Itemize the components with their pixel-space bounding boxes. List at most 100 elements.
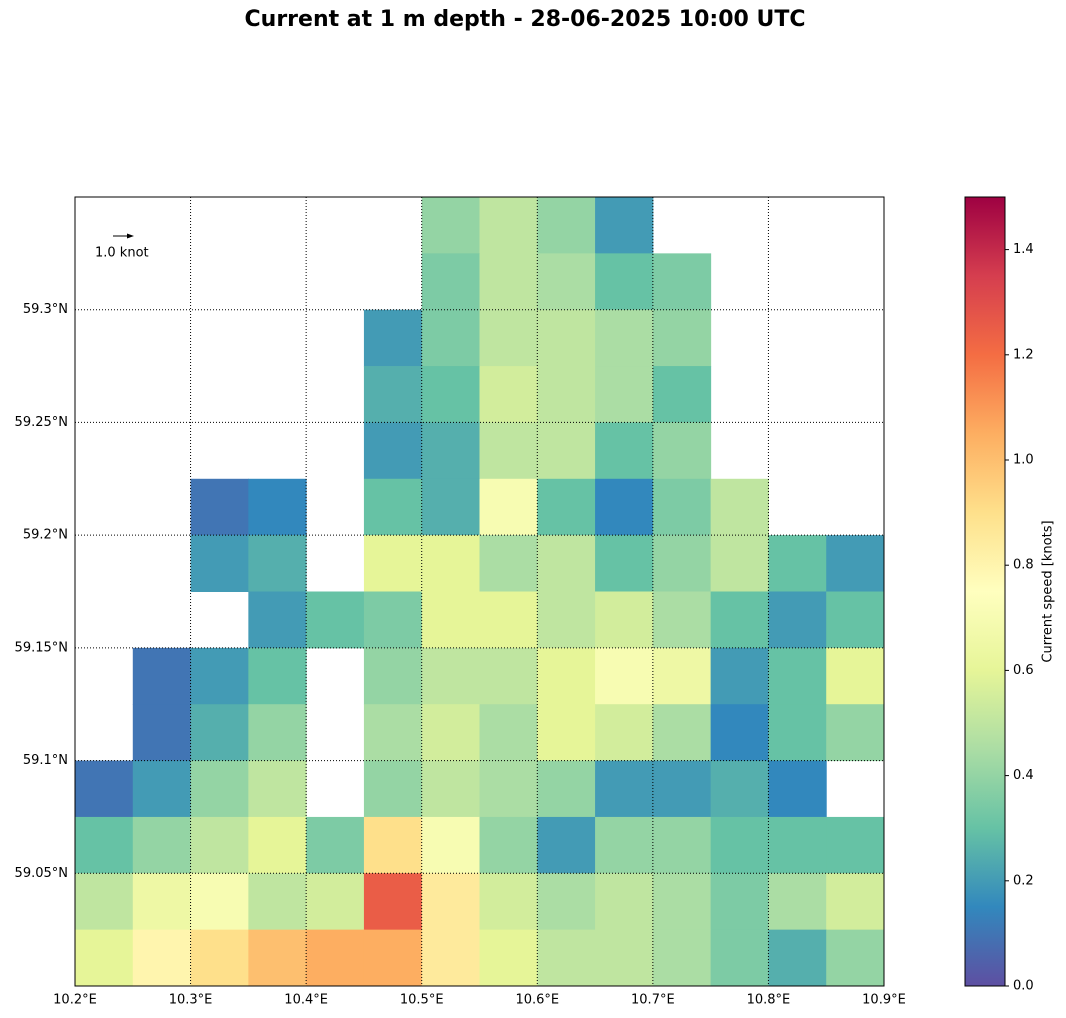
- cell: [421, 591, 480, 649]
- cell: [363, 647, 423, 705]
- cell: [363, 535, 423, 592]
- cell: [652, 366, 712, 423]
- cell: [363, 760, 423, 818]
- cell: [826, 591, 885, 649]
- cell: [479, 366, 538, 423]
- cell: [537, 760, 596, 818]
- cell: [248, 760, 307, 818]
- cell: [768, 591, 827, 649]
- cell: [595, 478, 654, 536]
- x-tick-label: 10.9°E: [862, 993, 906, 1008]
- cell: [652, 647, 712, 705]
- cell: [595, 647, 654, 705]
- cell: [768, 929, 827, 987]
- cell: [826, 535, 885, 592]
- cell: [363, 704, 423, 762]
- cell: [421, 816, 480, 874]
- cell: [363, 309, 423, 367]
- cell: [421, 929, 480, 987]
- cell: [479, 929, 538, 987]
- cell: [363, 873, 423, 931]
- cell: [537, 309, 596, 367]
- y-tick-label: 59.25°N: [15, 415, 68, 430]
- cell: [768, 816, 827, 874]
- cell: [363, 929, 423, 987]
- cell: [710, 873, 769, 931]
- cell: [826, 873, 885, 931]
- cell: [595, 253, 654, 311]
- cell: [248, 647, 307, 705]
- cell: [595, 309, 654, 367]
- x-tick-label: 10.3°E: [169, 993, 213, 1008]
- cell: [595, 591, 654, 649]
- cell: [479, 591, 538, 649]
- cell: [537, 873, 596, 931]
- cell: [421, 366, 480, 423]
- cell: [248, 873, 307, 931]
- cell: [537, 647, 596, 705]
- cell: [306, 873, 365, 931]
- cell: [768, 704, 827, 762]
- cell: [826, 647, 885, 705]
- y-tick-label: 59.15°N: [15, 640, 68, 655]
- cell: [132, 929, 192, 987]
- cell: [826, 929, 885, 987]
- colorbar-tick-label: 0.8: [1013, 558, 1034, 573]
- y-tick-label: 59.3°N: [23, 302, 68, 317]
- cell: [421, 253, 480, 311]
- cell: [75, 873, 134, 931]
- y-tick-label: 59.05°N: [15, 866, 68, 881]
- x-tick-label: 10.8°E: [747, 993, 791, 1008]
- colorbar-tick-label: 0.4: [1013, 768, 1034, 783]
- cell: [190, 704, 249, 762]
- cell: [710, 535, 769, 592]
- cell: [537, 253, 596, 311]
- cell: [537, 366, 596, 423]
- cell: [75, 929, 134, 987]
- cell: [421, 873, 480, 931]
- colorbar-label: Current speed [knots]: [1041, 520, 1056, 662]
- y-tick-label: 59.2°N: [23, 528, 68, 543]
- cell: [595, 704, 654, 762]
- cell: [537, 591, 596, 649]
- cell: [363, 591, 423, 649]
- cell: [421, 760, 480, 818]
- cell: [421, 309, 480, 367]
- cell: [595, 366, 654, 423]
- cell: [190, 873, 249, 931]
- cell: [768, 760, 827, 818]
- cell: [479, 309, 538, 367]
- x-tick-label: 10.6°E: [515, 993, 559, 1008]
- cell: [479, 478, 538, 536]
- cell: [537, 929, 596, 987]
- cell: [363, 422, 423, 480]
- colorbar-tick-label: 1.2: [1013, 347, 1034, 362]
- cell: [479, 873, 538, 931]
- cell: [248, 816, 307, 874]
- colorbar: [964, 196, 1006, 987]
- colorbar-tick-label: 0.2: [1013, 873, 1034, 888]
- cell: [248, 929, 307, 987]
- cell: [421, 422, 480, 480]
- cell: [306, 591, 365, 649]
- cell: [537, 478, 596, 536]
- cell: [190, 535, 249, 592]
- cell: [595, 929, 654, 987]
- cell: [248, 591, 307, 649]
- cell: [479, 704, 538, 762]
- cell: [190, 816, 249, 874]
- cell: [190, 760, 249, 818]
- cell: [652, 591, 712, 649]
- cell: [132, 760, 192, 818]
- cell: [537, 197, 596, 254]
- axes: 10.2°E 10.3°E 10.4°E 10.5°E 10.6°E 10.7°E 10.8…: [15, 196, 906, 1008]
- reference-label: 1.0 knot: [95, 246, 149, 261]
- cell: [248, 535, 307, 592]
- cell: [479, 197, 538, 254]
- cell: [768, 873, 827, 931]
- cell: [363, 478, 423, 536]
- cell: [132, 816, 192, 874]
- cell: [710, 704, 769, 762]
- x-tick-label: 10.5°E: [400, 993, 444, 1008]
